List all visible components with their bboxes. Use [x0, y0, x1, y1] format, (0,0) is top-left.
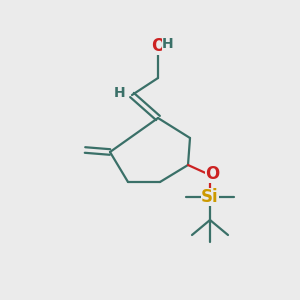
Text: H: H [114, 86, 126, 100]
Text: O: O [205, 165, 219, 183]
Text: O: O [151, 37, 165, 55]
Text: H: H [162, 37, 174, 51]
Text: Si: Si [201, 188, 219, 206]
